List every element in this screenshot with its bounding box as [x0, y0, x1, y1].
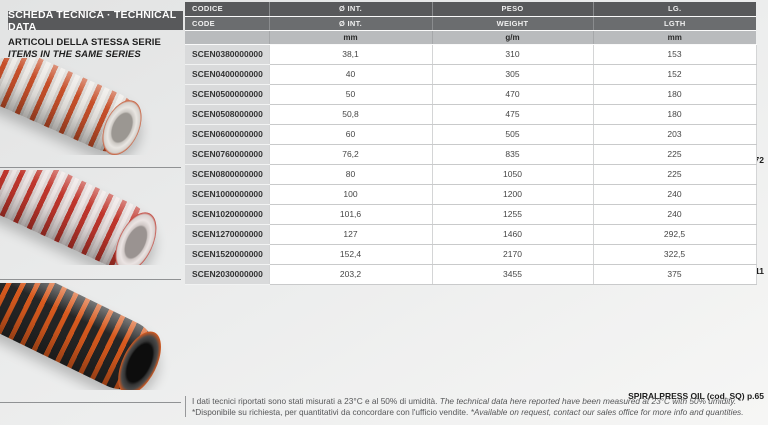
code-cell: SCEN1270000000 [185, 224, 270, 245]
code-cell: SCEN1020000000 [185, 204, 270, 225]
unit-cell: mm [593, 30, 756, 45]
hose-image-spiralpress-oil [0, 283, 181, 390]
table-row: SCEN0800000000 80 1050 225 [185, 164, 757, 185]
col-header-diam-it: Ø INT. [269, 2, 433, 17]
value-cell: 203,2 [269, 264, 433, 285]
value-cell: 240 [593, 184, 757, 205]
value-cell: 310 [432, 44, 594, 65]
value-cell: 375 [593, 264, 757, 285]
product-caption-oil: SPIRALPRESS OIL (cod. SQ) p.65 [628, 391, 764, 401]
divider-line [0, 402, 181, 403]
value-cell: 505 [432, 124, 594, 145]
footer-note-line2: *Disponibile su richiesta, per quantitat… [192, 407, 760, 418]
value-cell: 180 [593, 104, 757, 125]
hose-tube [0, 58, 148, 155]
value-cell: 152,4 [269, 244, 433, 265]
code-cell: SCEN0380000000 [185, 44, 270, 65]
unit-cell [185, 30, 270, 45]
table-row: SCEN0760000000 76,2 835 225 [185, 144, 757, 165]
table-row: SCEN0508000000 50,8 475 180 [185, 104, 757, 125]
divider-line [0, 279, 181, 280]
code-cell: SCEN0800000000 [185, 164, 270, 185]
page-title: SCHEDA TECNICA · TECHNICAL DATA [8, 9, 183, 33]
code-cell: SCEN0600000000 [185, 124, 270, 145]
value-cell: 80 [269, 164, 433, 185]
footer-note-line1: I dati tecnici riportati sono stati misu… [192, 396, 760, 407]
code-cell: SCEN1520000000 [185, 244, 270, 265]
table-row: SCEN1520000000 152,4 2170 322,5 [185, 244, 757, 265]
code-cell: SCEN0760000000 [185, 144, 270, 165]
col-header-codice: CODICE [185, 2, 270, 17]
code-cell: SCEN0400000000 [185, 64, 270, 85]
code-cell: SCEN0508000000 [185, 104, 270, 125]
footer-note-it: I dati tecnici riportati sono stati misu… [192, 396, 438, 406]
table-row: SCEN2030000000 203,2 3455 375 [185, 264, 757, 285]
col-header-peso: PESO [432, 2, 594, 17]
value-cell: 305 [432, 64, 594, 85]
value-cell: 76,2 [269, 144, 433, 165]
value-cell: 50 [269, 84, 433, 105]
divider-line [0, 167, 181, 168]
value-cell: 3455 [432, 264, 594, 285]
value-cell: 1255 [432, 204, 594, 225]
value-cell: 240 [593, 204, 757, 225]
col-header-code: CODE [185, 16, 270, 31]
table-header-row-it: CODICE Ø INT. PESO LG. [185, 2, 756, 17]
value-cell: 180 [593, 84, 757, 105]
code-cell: SCEN0500000000 [185, 84, 270, 105]
code-cell: SCEN1000000000 [185, 184, 270, 205]
value-cell: 203 [593, 124, 757, 145]
value-cell: 60 [269, 124, 433, 145]
table-row: SCEN0500000000 50 470 180 [185, 84, 757, 105]
value-cell: 470 [432, 84, 594, 105]
table-row: SCEN0400000000 40 305 152 [185, 64, 757, 85]
value-cell: 1460 [432, 224, 594, 245]
value-cell: 1200 [432, 184, 594, 205]
value-cell: 100 [269, 184, 433, 205]
footer-note-it: *Disponibile su richiesta, per quantitat… [192, 406, 469, 417]
footer-note-en: *Available on request, contact our sales… [470, 406, 744, 417]
value-cell: 40 [269, 64, 433, 85]
table-units-row: mm g/m mm [185, 30, 756, 45]
value-cell: 101,6 [269, 204, 433, 225]
col-header-weight: WEIGHT [432, 16, 594, 31]
value-cell: 225 [593, 164, 757, 185]
technical-data-table: CODICE Ø INT. PESO LG. CODE Ø INT. WEIGH… [185, 2, 757, 285]
table-row: SCEN0380000000 38,1 310 153 [185, 44, 757, 65]
unit-cell: mm [269, 30, 433, 45]
table-header-row-en: CODE Ø INT. WEIGHT LGTH [185, 16, 756, 31]
value-cell: 1050 [432, 164, 594, 185]
value-cell: 2170 [432, 244, 594, 265]
value-cell: 475 [432, 104, 594, 125]
footer-note-en: The technical data here reported have be… [439, 396, 737, 406]
footer-notes: I dati tecnici riportati sono stati misu… [185, 396, 760, 417]
hose-tube [0, 170, 164, 265]
series-heading-it: ARTICOLI DELLA STESSA SERIE [8, 37, 161, 48]
table-row: SCEN0600000000 60 505 203 [185, 124, 757, 145]
value-cell: 835 [432, 144, 594, 165]
value-cell: 153 [593, 44, 757, 65]
col-header-lg: LG. [593, 2, 756, 17]
code-cell: SCEN2030000000 [185, 264, 270, 285]
table-row: SCEN1000000000 100 1200 240 [185, 184, 757, 205]
value-cell: 38,1 [269, 44, 433, 65]
col-header-lgth: LGTH [593, 16, 756, 31]
unit-cell: g/m [432, 30, 594, 45]
table-row: SCEN1270000000 127 1460 292,5 [185, 224, 757, 245]
table-row: SCEN1020000000 101,6 1255 240 [185, 204, 757, 225]
value-cell: 152 [593, 64, 757, 85]
value-cell: 322,5 [593, 244, 757, 265]
col-header-diam-en: Ø INT. [269, 16, 433, 31]
hose-image-spiralpress-eno [0, 170, 181, 265]
value-cell: 225 [593, 144, 757, 165]
value-cell: 292,5 [593, 224, 757, 245]
value-cell: 127 [269, 224, 433, 245]
value-cell: 50,8 [269, 104, 433, 125]
series-heading-en: ITEMS IN THE SAME SERIES [8, 49, 141, 60]
hose-image-spiralpress-wt [0, 58, 181, 155]
hose-tube [0, 283, 169, 390]
